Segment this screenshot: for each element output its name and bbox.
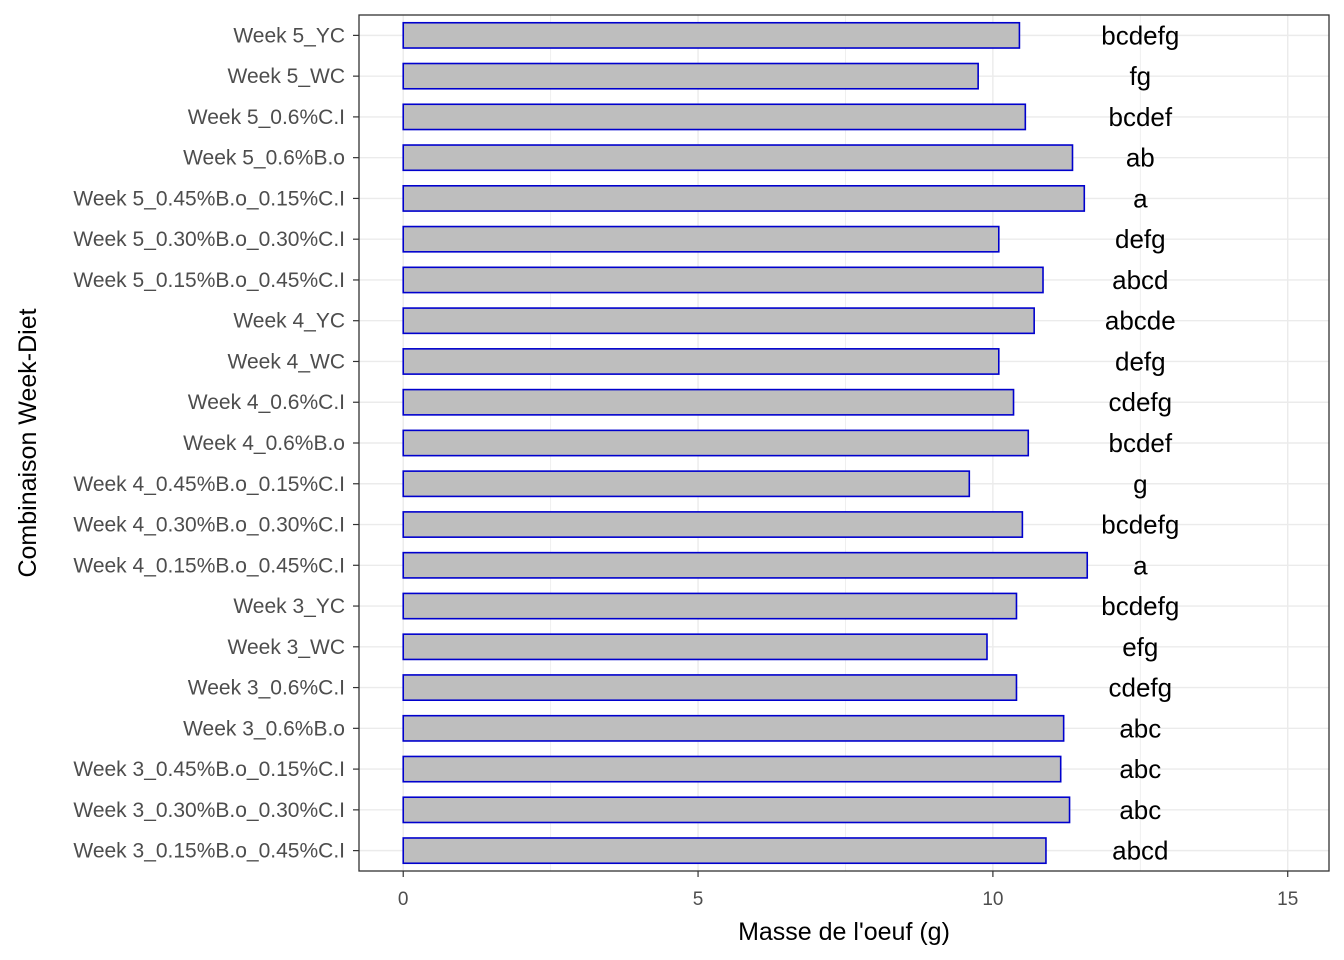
group-letter: abcd [1112,265,1168,295]
category-label: Week 4_0.45%B.o_0.15%C.I [73,473,345,496]
bar [402,592,1018,620]
category-label: Week 5_0.45%B.o_0.15%C.I [73,187,345,210]
bar [402,551,1089,579]
category-label: Week 5_YC [233,24,345,47]
group-letter: abc [1119,754,1161,784]
bar [402,144,1074,172]
group-letter: abcde [1105,306,1176,336]
category-label: Week 5_0.15%B.o_0.45%C.I [73,269,345,292]
group-letter: efg [1122,632,1158,662]
x-tick-label: 10 [982,889,1003,910]
bar [402,511,1024,538]
bar [402,225,1000,253]
group-letter: abc [1119,795,1161,825]
category-label: Week 4_0.30%B.o_0.30%C.I [73,514,345,537]
bar [402,714,1065,742]
category-label: Week 3_0.6%B.o [183,717,345,740]
bar [402,184,1086,212]
y-axis-title: Combinaison Week-Diet [14,308,42,577]
category-label: Week 4_0.15%B.o_0.45%C.I [73,554,345,577]
group-letter: fg [1129,61,1151,91]
bar [402,837,1047,865]
category-label: Week 4_0.6%B.o [183,432,345,455]
x-axis-title: Masse de l'oeuf (g) [738,918,950,946]
category-label: Week 3_0.30%B.o_0.30%C.I [73,799,345,822]
bar [402,633,988,661]
bars [402,21,1089,865]
group-letter: abcd [1112,836,1168,866]
category-label: Week 5_0.30%B.o_0.30%C.I [73,228,345,251]
category-label: Week 4_YC [233,310,345,333]
bar [402,348,1000,375]
category-label: Week 4_0.6%C.I [188,391,345,414]
x-tick-label: 0 [398,889,409,910]
group-letter: defg [1115,346,1166,376]
bar [402,796,1071,824]
group-letter: bcdefg [1101,591,1179,621]
bar [402,674,1018,702]
x-tick-label: 15 [1277,889,1298,910]
group-letter: bcdef [1109,102,1173,132]
category-label: Week 3_0.45%B.o_0.15%C.I [73,758,345,781]
y-axis-ticks: Week 5_YC Week 5_WC Week 5_0.6%C.I Week 5_0… [73,24,359,863]
category-label: Week 5_0.6%C.I [188,106,345,129]
group-letter: defg [1115,224,1166,254]
group-letter: cdefg [1109,387,1173,417]
category-label: Week 3_0.15%B.o_0.45%C.I [73,840,345,863]
bar [402,62,979,90]
category-label: Week 4_WC [228,350,345,373]
group-letters: bcdefgfgbcdefabadefgabcdabcdedefgcdefgbc… [1101,20,1179,865]
group-letter: bcdef [1109,428,1173,458]
group-letter: abc [1119,713,1161,743]
group-letter: g [1133,469,1147,499]
bar [402,388,1015,416]
group-letter: cdefg [1109,673,1173,703]
bar [402,755,1062,783]
category-label: Week 5_0.6%B.o [183,147,345,170]
x-tick-label: 5 [693,889,704,910]
bar [402,21,1021,49]
category-label: Week 5_WC [228,65,345,88]
bar [402,470,971,498]
category-label: Week 3_WC [228,636,345,659]
group-letter: ab [1126,143,1155,173]
x-axis-ticks: 0 5 10 15 [398,871,1298,910]
category-label: Week 3_0.6%C.I [188,677,345,700]
bar [402,429,1030,457]
category-label: Week 3_YC [233,595,345,618]
bar [402,103,1027,131]
bar [402,307,1035,335]
group-letter: bcdefg [1101,510,1179,540]
group-letter: bcdefg [1101,20,1179,50]
bar [402,266,1044,294]
group-letter: a [1133,183,1148,213]
group-letter: a [1133,550,1148,580]
